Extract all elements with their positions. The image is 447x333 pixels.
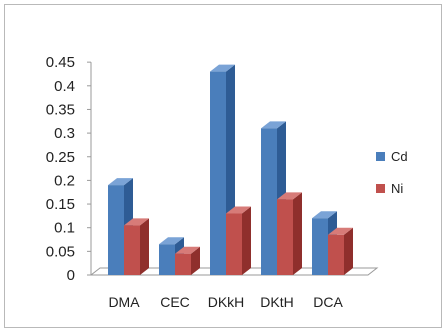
bar-ni-dkth <box>277 192 302 275</box>
bar-front <box>261 128 277 275</box>
legend-swatch <box>376 152 385 161</box>
bar-front <box>277 199 293 275</box>
legend-swatch <box>376 184 385 193</box>
bar-top <box>124 218 149 226</box>
bar-top <box>108 178 133 186</box>
bar-front <box>175 253 191 275</box>
legend-label: Ni <box>391 181 403 196</box>
bar-front <box>159 244 175 275</box>
bar-side <box>140 218 149 275</box>
y-tick-label: 0.25 <box>46 149 75 166</box>
bar-top <box>261 121 286 129</box>
bar-top <box>277 192 302 200</box>
bar-front <box>210 71 226 275</box>
x-category-label: DMA <box>108 294 140 310</box>
y-tick-label: 0.45 <box>46 54 75 71</box>
y-tick-label: 0.35 <box>46 101 75 118</box>
x-category-label: DKtH <box>260 294 293 310</box>
legend: Cd Ni <box>376 149 408 196</box>
bar-front <box>108 185 124 275</box>
y-tick-label: 0.05 <box>46 243 75 260</box>
bar-front <box>226 213 242 275</box>
y-axis-ticks: 0 0.05 0.1 0.15 0.2 0.25 0.3 0.35 0.4 0.45 <box>46 54 91 284</box>
bar-ni-dkkh <box>226 206 251 275</box>
x-category-label: DCA <box>313 294 343 310</box>
bar-top <box>226 206 251 214</box>
bar-side <box>242 206 251 275</box>
bar-side <box>293 192 302 275</box>
bar-top <box>175 246 200 254</box>
bar-top <box>159 237 184 245</box>
x-category-label: DKkH <box>208 294 245 310</box>
bar-ni-dca <box>328 227 353 275</box>
bar-ni-cec <box>175 246 200 275</box>
y-tick-label: 0.4 <box>54 78 75 95</box>
y-tick-label: 0.15 <box>46 196 75 213</box>
legend-label: Cd <box>391 149 408 164</box>
y-tick-label: 0 <box>67 267 75 284</box>
bar-top <box>312 211 337 219</box>
bar-top <box>210 64 235 72</box>
chart-bars <box>108 64 353 276</box>
y-tick-label: 0.1 <box>54 220 75 237</box>
bar-top <box>328 227 353 235</box>
bar-front <box>328 234 344 275</box>
x-category-label: CEC <box>160 294 190 310</box>
y-tick-label: 0.3 <box>54 125 75 142</box>
x-axis-categories: DMA CEC DKkH DKtH DCA <box>108 294 343 310</box>
bar-front <box>124 225 140 275</box>
bar-side <box>191 246 200 275</box>
bar-ni-dma <box>124 218 149 275</box>
y-tick-label: 0.2 <box>54 172 75 189</box>
bar-side <box>344 227 353 275</box>
bar-front <box>312 218 328 275</box>
